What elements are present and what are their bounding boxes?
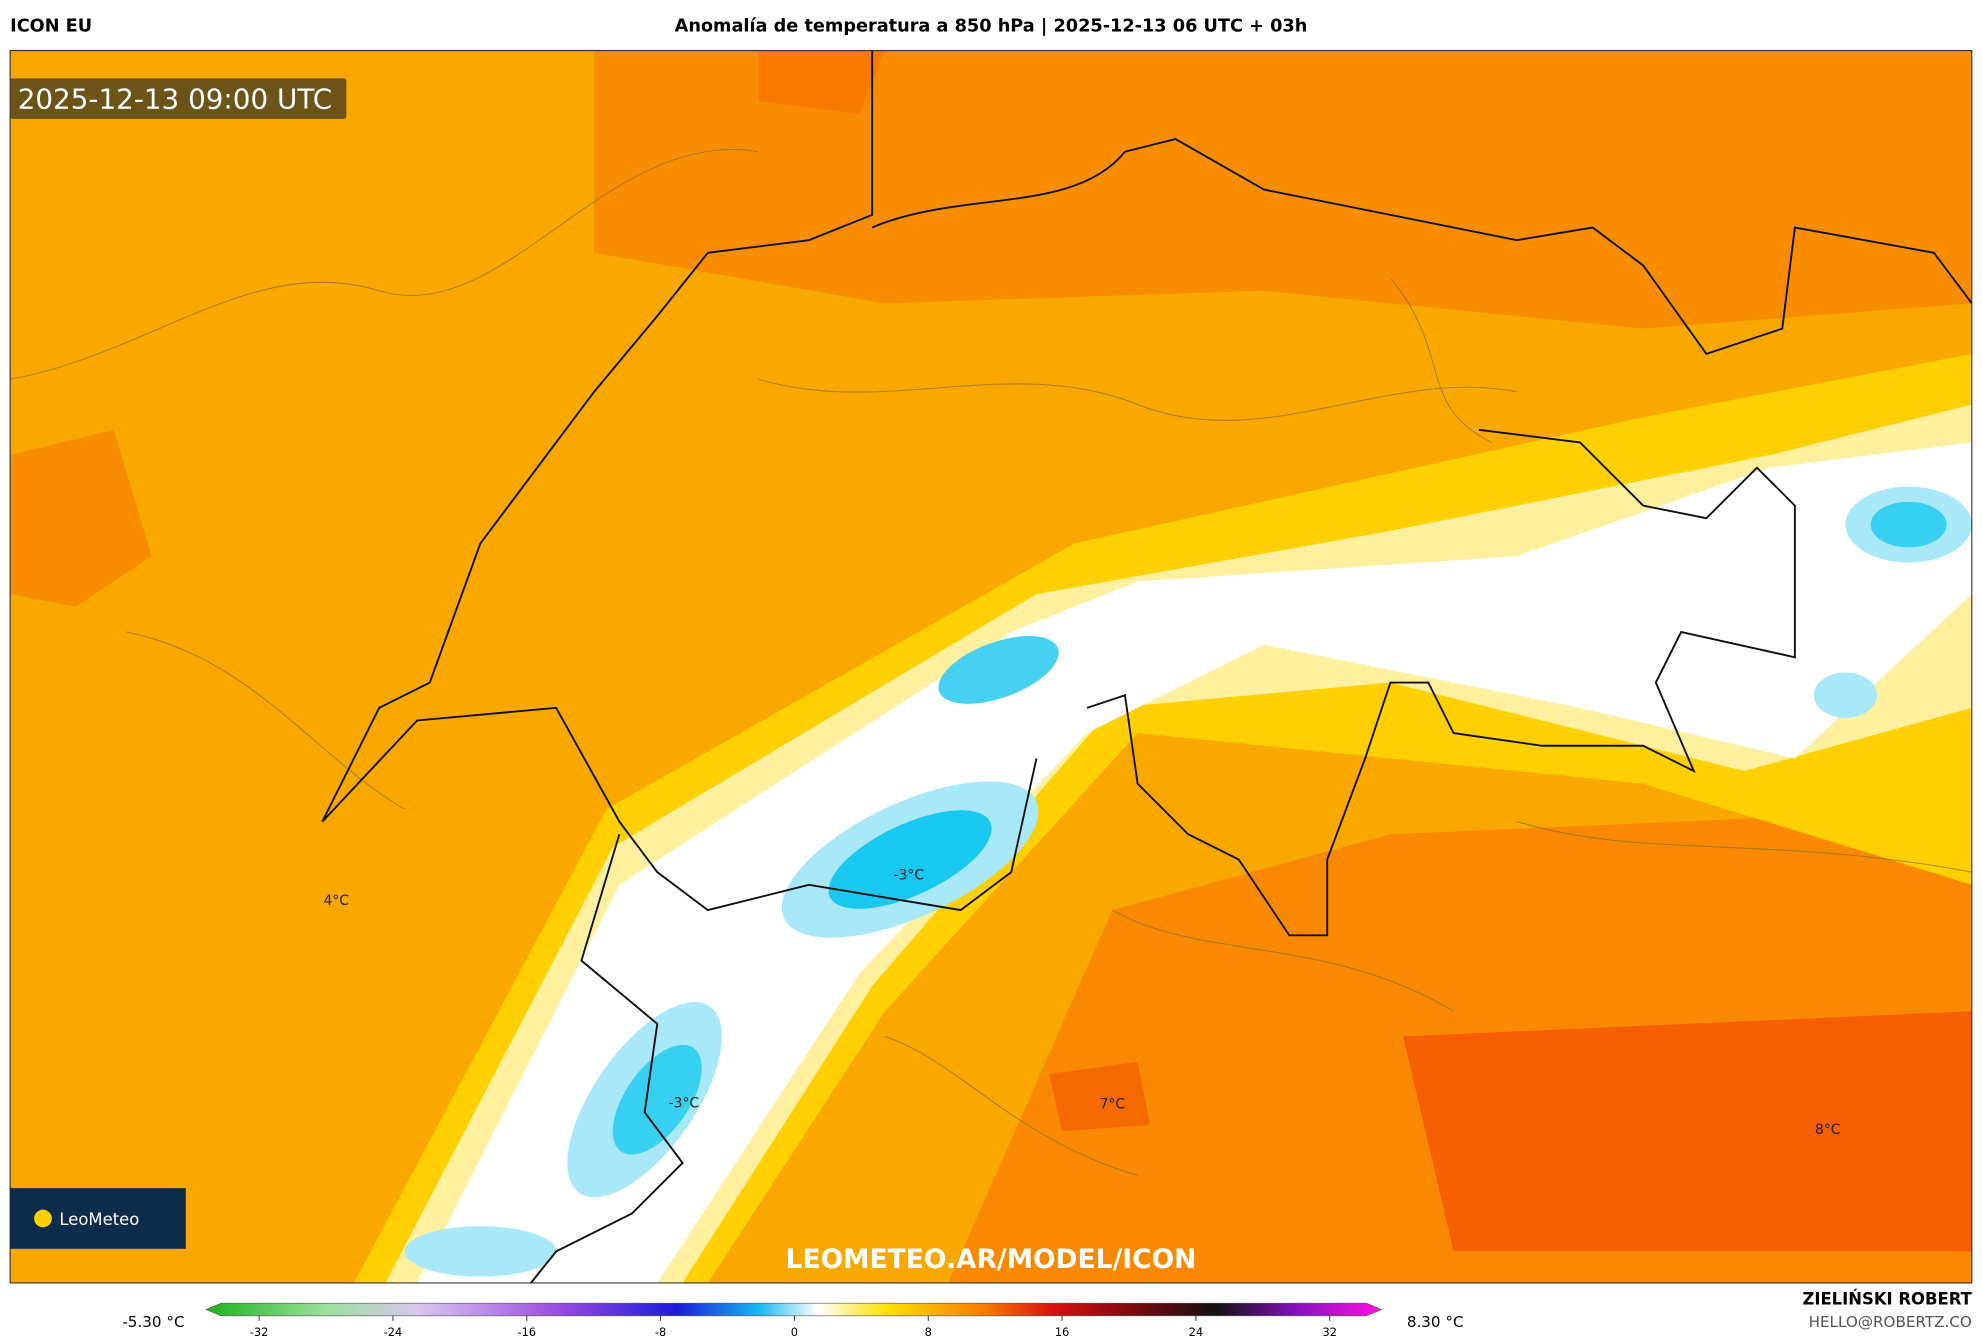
email: HELLO@ROBERTZ.CO [1809,1313,1972,1331]
map-title: Anomalía de temperatura a 850 hPa | 2025… [675,17,1308,37]
colorbar-tick-label: -32 [250,1325,269,1339]
watermark: LEOMETEO.AR/MODEL/ICON [786,1244,1197,1275]
colorbar-tick-label: 8 [925,1325,932,1339]
colorbar-tick-label: 32 [1322,1325,1336,1339]
colorbar-tick-label: -16 [517,1325,536,1339]
map-label: 8°C [1815,1122,1840,1138]
colorbar-tick-label: 16 [1055,1325,1069,1339]
map-label: -3°C [894,868,925,884]
map-label: 4°C [323,893,348,909]
colorbar-tick-label: -24 [384,1325,403,1339]
map: 4°C -3°C -3°C 7°C 8°C LEOMETEO.AR/MODEL/… [10,50,1972,1283]
colorbar-min: -5.30 °C [122,1313,184,1331]
map-label: -3°C [669,1095,700,1111]
colorbar [205,1302,1383,1317]
colorbar-max: 8.30 °C [1407,1313,1464,1331]
author: ZIELIŃSKI ROBERT [1802,1289,1972,1308]
colorbar-tick-label: 0 [791,1325,798,1339]
model-name: ICON EU [10,17,92,37]
timestamp: 2025-12-13 09:00 UTC [18,83,332,116]
logo-text: LeoMeteo [59,1210,139,1229]
map-label: 7°C [1100,1097,1125,1113]
colorbar-tick-label: -8 [655,1325,666,1339]
colorbar-tick-label: 24 [1189,1325,1203,1339]
